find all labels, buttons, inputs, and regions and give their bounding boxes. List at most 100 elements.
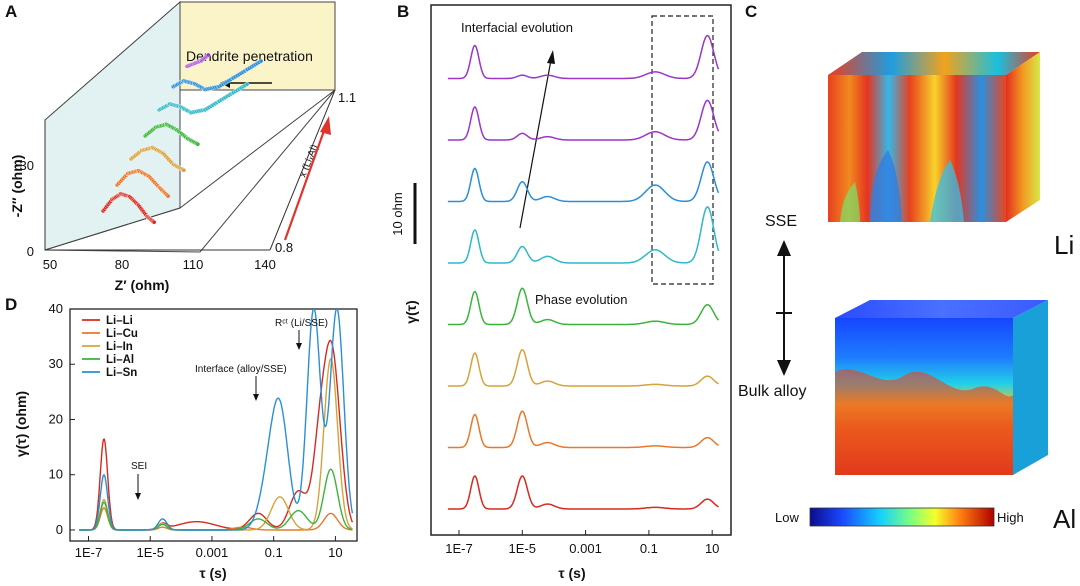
- nyquist-point: [244, 82, 250, 87]
- drt-curve: [447, 475, 719, 510]
- xlabel-zprime: Z′ (ohm): [115, 277, 170, 293]
- legend-label: Li–Sn: [106, 367, 137, 379]
- xtick-label: 1E-7: [445, 541, 472, 556]
- sample-label-li: Li: [1054, 230, 1074, 260]
- legend-label: Li–In: [106, 341, 133, 353]
- nyquist-point: [205, 52, 211, 58]
- interfacial-arrowhead: [547, 50, 555, 64]
- annotation-interfacial: Interfacial evolution: [461, 20, 573, 35]
- panel-b-label: B: [397, 2, 409, 21]
- dashed-highlight-box: [651, 15, 714, 285]
- li-tomography-cube: [828, 52, 1040, 222]
- li-cube-top: [828, 52, 1040, 75]
- annotation-rct: Rᶜᵗ (Li/SSE): [275, 318, 328, 329]
- ylabel-gamma-d: γ(τ) (ohm): [13, 391, 29, 457]
- colorbar: [809, 507, 995, 527]
- annotation-dendrite: Dendrite penetration: [186, 48, 313, 64]
- panel-a: A Dendrite penetration 0 30 50 80 110 14…: [5, 0, 356, 293]
- panel-b-frame: [430, 4, 732, 536]
- scale-bar-label: 10 ohm: [390, 192, 405, 235]
- axis-x-composition: [269, 89, 336, 251]
- li-cube-side: [1006, 52, 1040, 222]
- rct-arrowhead: [296, 343, 302, 350]
- panel-b-xticks: 1E-7 1E-5 0.001 0.1 10: [445, 530, 719, 556]
- drt-curve: [447, 99, 720, 141]
- xtick-80: 80: [115, 257, 129, 272]
- li-streak: [840, 182, 860, 222]
- ytick-30: 30: [20, 158, 34, 173]
- li-streak: [870, 150, 902, 222]
- ytick-label: 0: [56, 522, 63, 537]
- xtick-label: 1E-5: [509, 541, 536, 556]
- xtick-label: 0.001: [196, 545, 229, 560]
- nyquist-point: [258, 58, 264, 64]
- ytick-0: 0: [27, 244, 34, 259]
- panel-d-label: D: [5, 295, 17, 314]
- panel-d-axes: 1E-7 1E-5 0.001 0.1 10 0 10 20 30 40: [49, 301, 343, 560]
- annotation-phase: Phase evolution: [535, 292, 628, 307]
- xtick-140: 140: [254, 257, 276, 272]
- ytick-label: 40: [49, 301, 63, 316]
- al-cube-top: [835, 300, 1048, 318]
- drt-curve: [447, 410, 719, 449]
- legend-label: Li–Cu: [106, 328, 138, 340]
- xlabel-tau-b: τ (s): [558, 565, 585, 581]
- xlabel-tau-d: τ (s): [199, 565, 226, 581]
- al-cube-side: [1013, 300, 1048, 475]
- label-bulk-alloy: Bulk alloy: [738, 383, 806, 400]
- drt-curve: [447, 206, 720, 264]
- panel-b: B 10 ohm γ(τ) Interfacial evolution Phas…: [390, 2, 732, 581]
- nyquist-point: [195, 141, 201, 147]
- composition-arrowhead: [320, 116, 331, 135]
- ztick-1.1: 1.1: [338, 90, 356, 105]
- legend-label: Li–Li: [106, 315, 133, 327]
- colorbar-low-label: Low: [775, 510, 799, 525]
- highlight-box: [179, 1, 336, 91]
- composition-arrow: [283, 127, 327, 241]
- label-sse: SSE: [765, 213, 797, 230]
- li-cube-front: [828, 75, 1006, 222]
- panel-c: C Li SSE Bulk alloy Low High Al: [738, 2, 1076, 534]
- depth-arrow-down: [777, 360, 791, 376]
- annotation-interface: Interface (alloy/SSE): [195, 364, 287, 375]
- drt-curve: [447, 161, 720, 203]
- al-tomography-cube: [835, 300, 1048, 475]
- panel-a-label: A: [5, 2, 17, 21]
- drt-stack: [447, 34, 720, 510]
- nyquist-point: [181, 167, 187, 173]
- ytick-label: 30: [49, 356, 63, 371]
- ytick-label: 20: [49, 411, 63, 426]
- xtick-label: 10: [705, 541, 719, 556]
- interface-arrowhead: [253, 394, 259, 401]
- ylabel-gamma-b: γ(τ): [403, 300, 419, 323]
- drt-series-line: [79, 309, 354, 531]
- ylabel-zdoubleprime: -Z″ (ohm): [9, 155, 25, 218]
- sei-arrowhead: [135, 493, 141, 500]
- interfacial-arrow: [519, 59, 552, 229]
- nyquist-curves: [100, 52, 264, 225]
- panel-d-frame: [69, 308, 358, 542]
- legend-label: Li–Al: [106, 354, 134, 366]
- colorbar-high-label: High: [997, 510, 1024, 525]
- sample-label-al: Al: [1053, 504, 1076, 534]
- drt-curve: [447, 349, 719, 387]
- li-streak: [930, 160, 964, 222]
- drt-series-line: [79, 358, 353, 531]
- xtick-label: 10: [328, 545, 342, 560]
- xtick-110: 110: [183, 257, 204, 272]
- panel-c-label: C: [745, 2, 757, 21]
- ztick-0.8: 0.8: [275, 240, 293, 255]
- drt-curve: [447, 287, 720, 326]
- drt-curve: [447, 34, 720, 80]
- nyquist-point: [151, 219, 157, 225]
- xtick-label: 1E-7: [75, 545, 102, 560]
- xtick-label: 0.001: [569, 541, 602, 556]
- panel-d: D 1E-7 1E-5 0.001 0.1 10 0 10 20 30 40 Li–LiLi–Cu…: [5, 295, 358, 581]
- depth-arrow-up: [777, 240, 791, 256]
- al-interface-band: [835, 369, 1013, 475]
- ytick-label: 10: [49, 467, 63, 482]
- nyquist-point: [165, 193, 171, 199]
- drt-overlay: [79, 309, 354, 531]
